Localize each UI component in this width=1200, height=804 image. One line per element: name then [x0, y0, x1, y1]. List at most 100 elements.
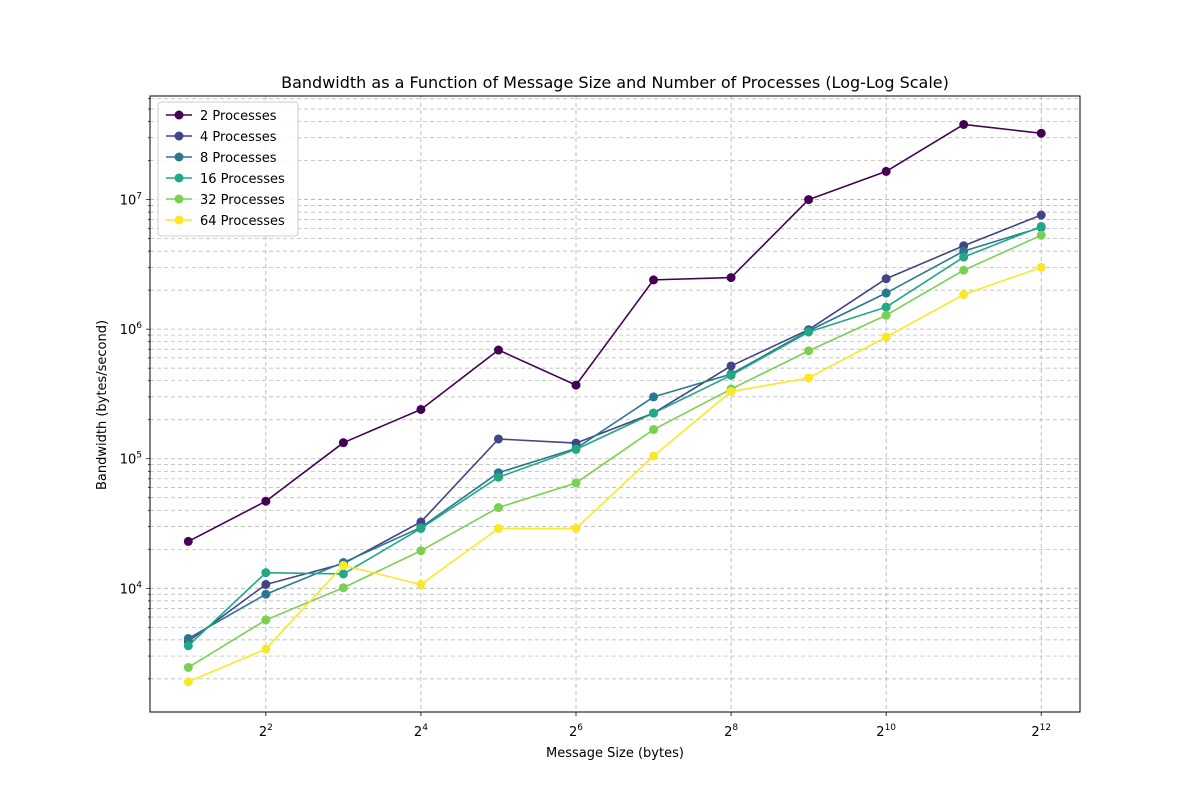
x-tick-label: 28 — [724, 723, 738, 740]
legend-marker — [174, 152, 184, 162]
legend-item: 16 Processes — [166, 172, 285, 187]
data-point — [1036, 262, 1046, 272]
legend-marker — [174, 215, 184, 225]
data-point — [649, 451, 659, 461]
x-tick-base: 2 — [414, 725, 422, 740]
data-point — [881, 332, 891, 342]
legend-item: 4 Processes — [166, 130, 277, 145]
data-point — [261, 496, 271, 506]
data-point — [571, 478, 581, 488]
grid-layer — [150, 96, 1080, 712]
series-line — [187, 234, 1042, 669]
y-tick-label: 106 — [120, 321, 143, 338]
data-point — [338, 583, 348, 593]
legend-marker — [174, 131, 184, 141]
data-point — [571, 523, 581, 533]
y-tick-label: 105 — [120, 451, 142, 468]
data-point — [804, 327, 814, 337]
y-axis-label: Bandwidth (bytes/second) — [95, 320, 110, 490]
series-line — [187, 225, 1042, 647]
legend-item: 32 Processes — [166, 193, 285, 208]
data-point — [881, 302, 891, 312]
data-point — [493, 434, 503, 444]
data-point — [959, 290, 969, 300]
data-point — [338, 438, 348, 448]
data-point — [183, 641, 193, 651]
legend-marker — [174, 173, 184, 183]
data-point — [338, 560, 348, 570]
series-4 — [183, 221, 1046, 651]
data-point — [804, 195, 814, 205]
x-tick-label: 22 — [259, 723, 273, 740]
plot-frame — [149, 95, 1081, 713]
legend-label: 4 Processes — [200, 130, 277, 145]
data-point — [183, 633, 193, 643]
data-point — [881, 288, 891, 298]
data-point — [416, 523, 426, 533]
data-point — [881, 274, 891, 284]
x-tick-exponent: 10 — [885, 723, 897, 733]
data-point — [261, 589, 271, 599]
data-point — [493, 503, 503, 513]
y-tick-exponent: 7 — [136, 192, 142, 202]
data-point — [183, 677, 193, 687]
data-point — [649, 275, 659, 285]
legend-label: 16 Processes — [200, 172, 285, 187]
legend-box — [157, 101, 299, 237]
data-point — [1036, 230, 1046, 240]
legend-marker — [174, 110, 184, 120]
data-point — [959, 265, 969, 275]
y-tick-exponent: 4 — [136, 580, 142, 590]
legend-marker — [174, 194, 184, 204]
legend-item: 2 Processes — [166, 109, 277, 124]
legend: 2 Processes 4 Processes 8 Processes 16 Proc… — [157, 101, 299, 237]
y-tick-base: 10 — [120, 582, 137, 597]
x-tick-base: 2 — [259, 725, 267, 740]
data-point — [416, 579, 426, 589]
data-point — [261, 615, 271, 625]
legend-label: 32 Processes — [200, 193, 285, 208]
data-point — [1036, 128, 1046, 138]
y-tick-label: 104 — [120, 580, 143, 597]
x-tick-label: 24 — [414, 723, 428, 740]
y-tick-base: 10 — [120, 453, 137, 468]
data-point — [726, 361, 736, 371]
data-point — [1036, 210, 1046, 220]
series-layer — [183, 119, 1046, 687]
x-tick-label: 210 — [876, 723, 896, 740]
data-point — [649, 425, 659, 435]
data-point — [726, 273, 736, 283]
data-point — [493, 523, 503, 533]
x-tick-label: 26 — [569, 723, 583, 740]
data-point — [261, 568, 271, 578]
y-tick-label: 107 — [120, 192, 142, 209]
data-point — [881, 310, 891, 320]
y-tick-exponent: 6 — [136, 321, 142, 331]
data-point — [571, 380, 581, 390]
x-tick-base: 2 — [876, 725, 884, 740]
x-tick-exponent: 2 — [267, 723, 273, 733]
data-point — [804, 373, 814, 383]
x-tick-exponent: 8 — [732, 723, 738, 733]
data-point — [493, 345, 503, 355]
legend-label: 2 Processes — [200, 109, 277, 124]
data-point — [649, 392, 659, 402]
legend-label: 8 Processes — [200, 151, 277, 166]
data-point — [649, 408, 659, 418]
data-point — [416, 404, 426, 414]
x-tick-base: 2 — [724, 725, 732, 740]
x-tick-exponent: 4 — [422, 723, 428, 733]
data-point — [959, 119, 969, 129]
data-point — [959, 252, 969, 262]
series-line — [187, 266, 1042, 683]
data-point — [183, 536, 193, 546]
x-tick-label: 212 — [1031, 723, 1051, 740]
data-point — [571, 444, 581, 454]
x-tick-exponent: 12 — [1040, 723, 1051, 733]
legend-item: 64 Processes — [166, 214, 285, 229]
data-point — [804, 346, 814, 356]
data-point — [493, 472, 503, 482]
data-point — [726, 370, 736, 380]
